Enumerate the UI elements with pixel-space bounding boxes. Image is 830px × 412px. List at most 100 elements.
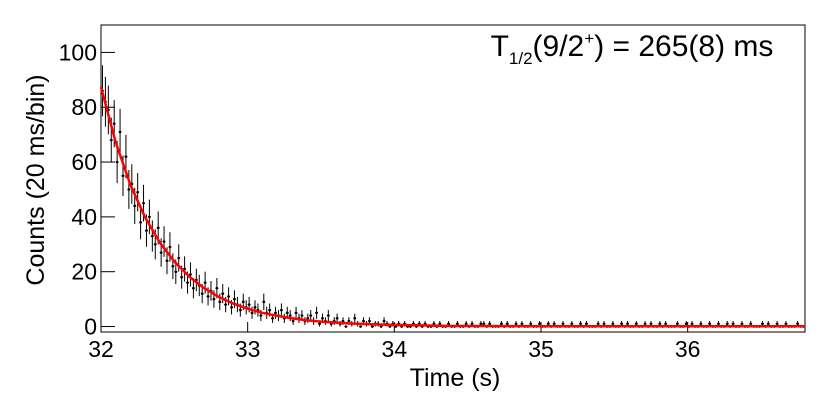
data-point <box>224 303 227 306</box>
data-point <box>280 308 283 312</box>
data-point <box>271 316 274 320</box>
data-point <box>124 155 128 158</box>
data-point <box>218 300 222 304</box>
data-point <box>291 319 295 323</box>
annotation-part: ) = 265(8) ms <box>594 30 773 63</box>
data-point <box>253 306 257 309</box>
data-point <box>153 242 157 246</box>
data-point <box>151 234 154 238</box>
y-tick-label: 40 <box>71 204 97 230</box>
data-point <box>368 319 371 323</box>
data-point <box>529 322 533 326</box>
data-point <box>547 322 550 326</box>
data-point <box>262 300 266 304</box>
data-point <box>156 226 160 230</box>
data-point <box>233 297 236 301</box>
data-point <box>611 322 615 326</box>
data-point <box>775 322 779 326</box>
data-point <box>676 322 679 326</box>
data-point <box>690 322 694 326</box>
data-point <box>635 322 638 326</box>
data-point <box>344 325 348 328</box>
data-point <box>699 322 703 326</box>
data-point <box>162 240 166 243</box>
data-point <box>341 319 345 323</box>
data-point <box>318 322 321 326</box>
data-point <box>470 322 474 326</box>
data-point <box>761 322 764 326</box>
data-point <box>112 122 116 125</box>
plot-frame <box>100 24 806 333</box>
data-point <box>353 316 357 320</box>
data-point <box>626 322 629 326</box>
data-point <box>725 322 729 326</box>
data-point <box>561 322 565 326</box>
data-point <box>309 314 313 317</box>
data-point <box>664 322 667 326</box>
data-point <box>684 322 688 326</box>
data-point <box>121 174 125 178</box>
data-point <box>127 188 131 191</box>
data-point <box>165 259 169 263</box>
data-point <box>133 204 137 208</box>
y-tick-label: 60 <box>71 149 97 175</box>
data-point <box>321 316 324 320</box>
data-point <box>288 314 292 317</box>
data-point <box>602 322 606 326</box>
data-point <box>447 322 450 326</box>
data-point <box>285 311 289 315</box>
data-point <box>250 311 254 315</box>
data-point <box>174 270 178 273</box>
data-point <box>142 201 145 205</box>
data-point <box>159 251 163 254</box>
x-tick-label: 34 <box>382 336 408 362</box>
data-point <box>643 322 647 326</box>
data-point <box>359 325 362 328</box>
x-axis-label: Time (s) <box>410 364 501 392</box>
data-point <box>168 245 172 249</box>
data-point <box>186 281 189 284</box>
data-point <box>456 322 459 326</box>
data-point <box>139 221 142 224</box>
data-point <box>749 322 753 326</box>
data-point <box>347 319 351 323</box>
data-point <box>109 138 113 142</box>
data-point <box>189 273 192 276</box>
data-point <box>585 322 588 326</box>
data-point <box>740 322 744 326</box>
data-point <box>203 281 207 284</box>
data-point <box>796 322 799 326</box>
y-tick-label: 0 <box>84 314 97 340</box>
data-point <box>335 316 339 320</box>
data-point <box>115 160 119 164</box>
annotation-part: (9/2 <box>533 30 585 63</box>
x-tick-label: 32 <box>88 336 114 362</box>
data-point <box>382 319 386 323</box>
data-point <box>570 322 574 326</box>
data-point <box>239 308 242 312</box>
data-point <box>327 314 330 317</box>
annotation-superscript: + <box>584 29 594 48</box>
data-point <box>259 314 263 317</box>
data-point <box>306 316 310 320</box>
data-point <box>180 275 183 279</box>
data-point <box>145 229 148 232</box>
y-tick-label: 80 <box>71 94 97 120</box>
data-point <box>784 322 788 326</box>
data-point <box>520 322 524 326</box>
x-tick-label: 36 <box>675 336 701 362</box>
y-tick-label: 20 <box>71 259 97 285</box>
data-point <box>464 322 468 326</box>
data-point <box>136 190 139 194</box>
y-axis-label: Counts (20 ms/bin) <box>22 74 50 285</box>
data-point <box>488 322 491 326</box>
data-point <box>227 295 230 298</box>
x-tick-label: 33 <box>235 336 261 362</box>
data-point <box>596 322 600 326</box>
data-point <box>731 322 735 326</box>
data-point <box>514 322 518 326</box>
data-point <box>294 311 298 315</box>
data-point <box>247 303 251 306</box>
annotation: T1/2(9/2+) = 265(8) ms <box>491 29 774 68</box>
